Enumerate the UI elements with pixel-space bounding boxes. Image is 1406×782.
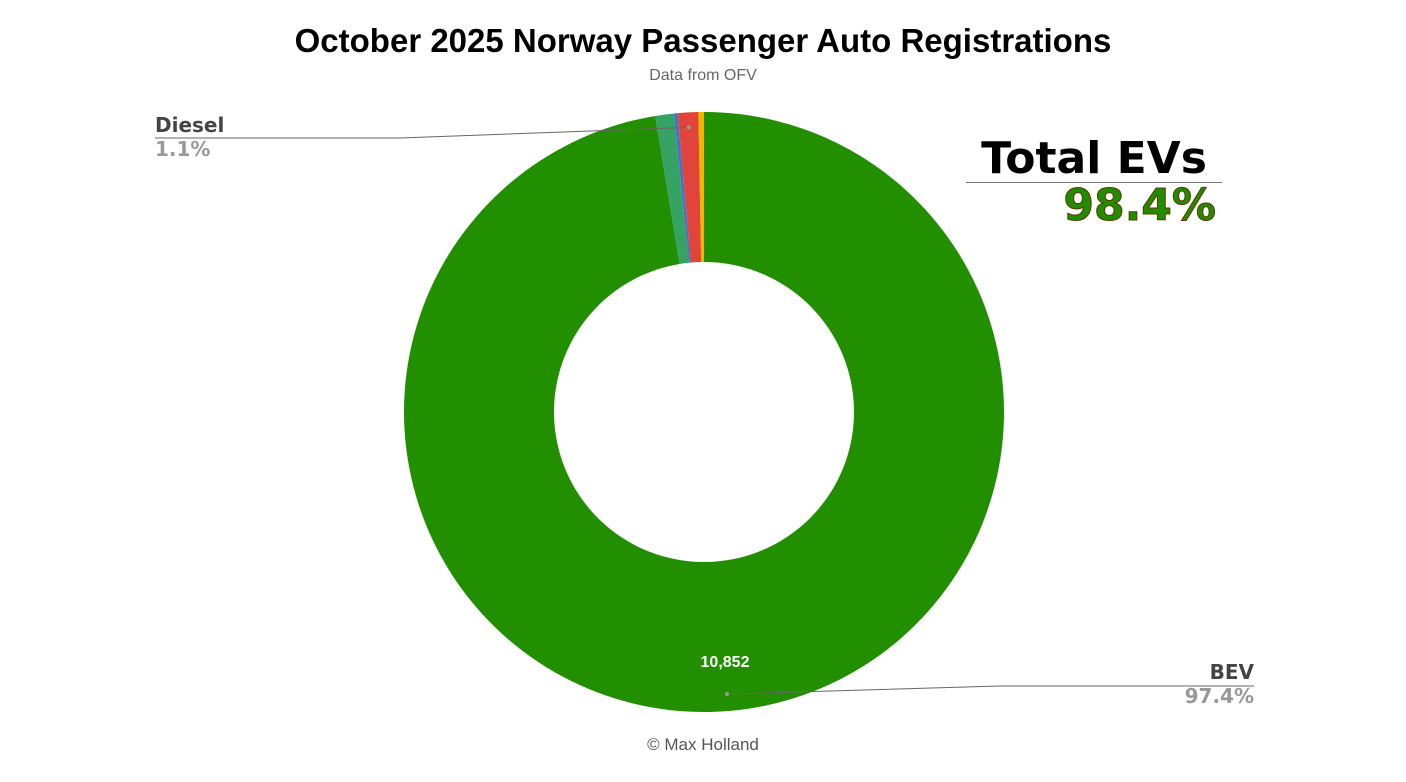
leader-line-diesel bbox=[155, 126, 689, 139]
label-bev-percent: 97.4% bbox=[1184, 684, 1254, 708]
slice-2 bbox=[673, 113, 691, 263]
slice-4 bbox=[698, 112, 704, 263]
label-diesel-name: Diesel bbox=[155, 113, 225, 137]
chart-title: October 2025 Norway Passenger Auto Regis… bbox=[294, 22, 1112, 59]
label-bev-name: BEV bbox=[1209, 660, 1254, 684]
slice-bev bbox=[404, 112, 1004, 712]
leader-line-bev bbox=[726, 685, 1254, 695]
label-diesel: Diesel 1.1% bbox=[155, 113, 224, 161]
leader-dot-diesel bbox=[686, 125, 691, 130]
total-evs-title: Total EVs bbox=[966, 136, 1222, 183]
label-bev: BEV 97.4% bbox=[1150, 660, 1254, 708]
chart-subtitle: Data from OFV bbox=[649, 67, 757, 84]
data-label-bev: 10,852 bbox=[701, 654, 750, 671]
leader-dot-bev bbox=[725, 692, 729, 696]
slice-1 bbox=[655, 113, 689, 264]
slice-diesel bbox=[677, 112, 702, 263]
label-diesel-percent: 1.1% bbox=[155, 137, 211, 161]
total-evs-value: 98.4% bbox=[1063, 180, 1217, 232]
copyright-footer: © Max Holland bbox=[647, 735, 759, 754]
